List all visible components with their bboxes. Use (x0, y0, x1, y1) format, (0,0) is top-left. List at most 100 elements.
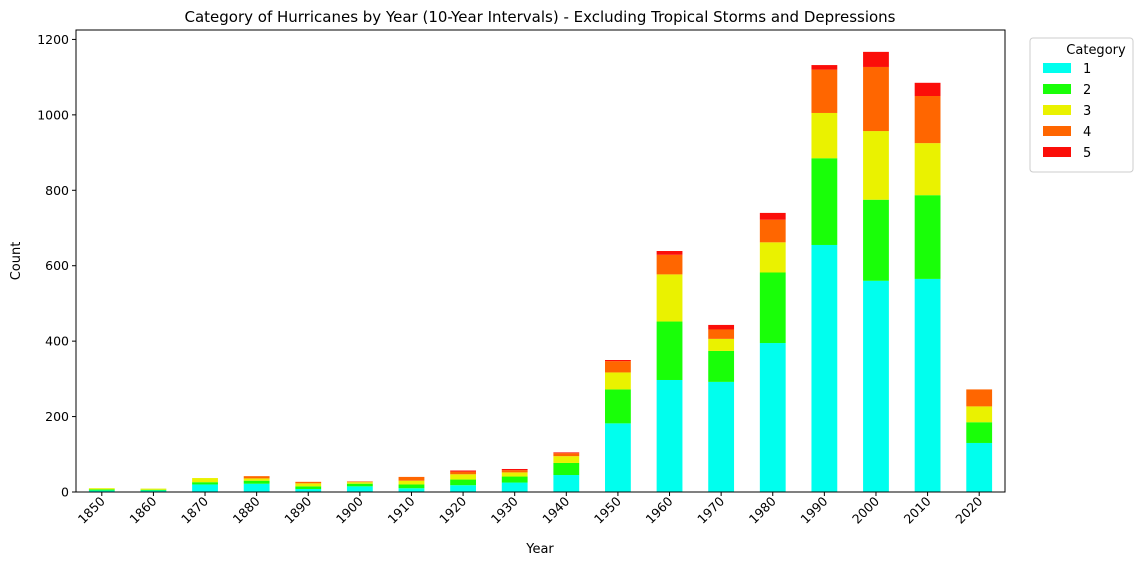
bar-2010-cat-1 (914, 278, 941, 492)
bars-group (88, 51, 993, 492)
bar-1850-cat-1 (88, 490, 115, 492)
y-tick-label: 1000 (37, 107, 69, 122)
bar-1910-cat-1 (398, 488, 425, 492)
y-tick-label: 400 (45, 334, 69, 349)
bar-2010-cat-5 (914, 82, 941, 96)
bar-2000-cat-4 (863, 66, 889, 132)
bar-1900-cat-3 (346, 482, 373, 484)
x-tick-label: 1990 (797, 493, 830, 526)
bar-1950-cat-4 (605, 361, 631, 373)
bar-1950-cat-5 (605, 360, 631, 362)
legend-swatch-5 (1043, 147, 1071, 157)
bar-1980-cat-2 (759, 272, 786, 344)
bar-1950-cat-2 (605, 389, 631, 424)
legend-swatch-3 (1043, 105, 1071, 115)
bar-1930-cat-3 (501, 472, 528, 477)
bar-1940-cat-2 (553, 462, 580, 476)
bar-2020-cat-1 (966, 442, 993, 492)
bar-1930-cat-4 (501, 470, 528, 473)
bar-2020-cat-2 (966, 422, 993, 443)
bar-1960-cat-3 (656, 274, 683, 322)
bar-2000-cat-1 (863, 280, 889, 492)
y-tick-label: 1200 (37, 32, 69, 47)
x-tick-label: 1980 (746, 493, 779, 526)
bar-1880-cat-4 (243, 476, 270, 479)
bar-1930-cat-2 (501, 476, 528, 483)
x-tick-label: 1870 (178, 493, 211, 526)
bar-1960-cat-4 (656, 254, 683, 275)
bar-1860-cat-1 (140, 490, 167, 492)
bar-1990-cat-5 (811, 65, 838, 70)
x-tick-label: 1860 (126, 493, 159, 526)
bar-1960-cat-1 (656, 379, 683, 492)
bar-1980-cat-3 (759, 242, 786, 273)
legend-label-1: 1 (1083, 62, 1091, 77)
bar-1940-cat-3 (553, 456, 580, 463)
bar-1900-cat-1 (346, 486, 373, 492)
bar-1870-cat-3 (192, 478, 218, 483)
bar-1900-cat-2 (346, 483, 373, 487)
y-tick-label: 600 (45, 258, 69, 273)
bar-2010-cat-4 (914, 96, 941, 144)
legend-swatch-2 (1043, 84, 1071, 94)
x-tick-label: 1850 (75, 493, 108, 526)
x-tick-label: 2000 (849, 493, 882, 526)
bar-1850-cat-3 (88, 488, 115, 490)
bar-2010-cat-3 (914, 143, 941, 196)
bar-1880-cat-1 (243, 483, 270, 492)
bar-1870-cat-1 (192, 484, 218, 492)
x-axis-label: Year (525, 542, 554, 557)
bar-1940-cat-5 (553, 452, 580, 454)
legend-swatch-1 (1043, 63, 1071, 73)
bar-1990-cat-2 (811, 158, 838, 245)
bar-1850-cat-2 (88, 489, 115, 491)
x-tick-label: 1920 (436, 493, 469, 526)
legend-items: 1 2 3 4 5 (1043, 62, 1091, 161)
bar-1890-cat-2 (295, 486, 322, 489)
x-tick-label: 1880 (230, 493, 263, 526)
x-axis-ticks: 1850 1860 1870 1880 1890 1900 1910 1920 1930 1940… (75, 492, 985, 527)
y-tick-label: 800 (45, 183, 69, 198)
chart-title: Category of Hurricanes by Year (10-Year … (184, 8, 895, 26)
y-axis-ticks: 0 200 400 600 800 1000 1200 (37, 32, 76, 500)
bar-1870-cat-2 (192, 482, 218, 485)
x-tick-label: 2020 (952, 493, 985, 526)
x-tick-label: 1950 (591, 493, 624, 526)
bar-2020-cat-3 (966, 406, 993, 423)
bar-1890-cat-3 (295, 483, 322, 487)
y-tick-label: 0 (61, 485, 69, 500)
bar-1910-cat-4 (398, 476, 425, 481)
legend-label-3: 3 (1083, 104, 1091, 119)
y-tick-label: 200 (45, 409, 69, 424)
bar-2000-cat-3 (863, 131, 889, 200)
bar-1880-cat-2 (243, 480, 270, 484)
bar-1920-cat-1 (450, 485, 476, 492)
bar-1980-cat-1 (759, 343, 786, 492)
bar-1920-cat-5 (450, 470, 476, 472)
y-axis-label: Count (9, 242, 24, 281)
bar-2000-cat-5 (863, 51, 889, 67)
x-tick-label: 1900 (333, 493, 366, 526)
plot-frame (75, 29, 1006, 493)
bar-1910-cat-2 (398, 484, 425, 489)
bar-1970-cat-2 (708, 350, 735, 382)
bar-1940-cat-1 (553, 475, 580, 492)
bar-1900-cat-4 (346, 481, 373, 483)
bar-1880-cat-3 (243, 478, 270, 481)
bar-1980-cat-4 (759, 219, 786, 243)
bar-1940-cat-4 (553, 453, 580, 457)
bar-1970-cat-5 (708, 324, 735, 330)
bar-1990-cat-4 (811, 69, 838, 113)
bar-1860-cat-3 (140, 488, 167, 490)
bar-1920-cat-4 (450, 471, 476, 475)
x-tick-label: 1890 (281, 493, 314, 526)
bar-1980-cat-5 (759, 212, 786, 220)
x-tick-label: 1960 (643, 493, 676, 526)
bar-1910-cat-3 (398, 480, 425, 485)
bar-1990-cat-3 (811, 112, 838, 159)
bar-1890-cat-4 (295, 481, 322, 484)
bar-1960-cat-2 (656, 321, 683, 380)
legend-label-5: 5 (1083, 146, 1091, 161)
bar-1890-cat-1 (295, 488, 322, 492)
